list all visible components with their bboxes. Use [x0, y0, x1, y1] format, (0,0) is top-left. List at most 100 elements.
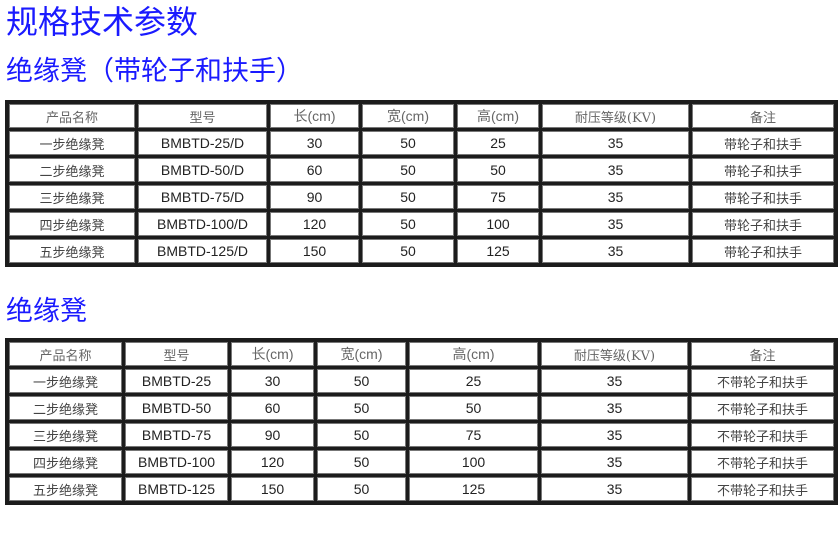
column-header: 备注 — [692, 104, 834, 128]
table-cell: 30 — [231, 369, 314, 393]
spec-table-with-wheels: 产品名称 型号 长(cm) 宽(cm) 高(cm) 耐压等级(KV) 备注 一步绝缘凳 BMBT… — [5, 100, 838, 267]
table-cell: BMBTD-125 — [125, 477, 228, 501]
column-header: 型号 — [138, 104, 267, 128]
table-cell: 75 — [457, 185, 539, 209]
table-cell: 50 — [317, 477, 406, 501]
table-cell: 一步绝缘凳 — [9, 369, 122, 393]
table-cell: 50 — [409, 396, 538, 420]
table-row: 五步绝缘凳 BMBTD-125 150 50 125 35 不带轮子和扶手 — [9, 477, 834, 501]
column-header: 长(cm) — [270, 104, 359, 128]
table-cell: 120 — [270, 212, 359, 236]
table-cell: 二步绝缘凳 — [9, 158, 135, 182]
table-cell: 150 — [270, 239, 359, 263]
table-cell: 120 — [231, 450, 314, 474]
table-cell: 四步绝缘凳 — [9, 212, 135, 236]
table-cell: BMBTD-25/D — [138, 131, 267, 155]
table-cell: 50 — [457, 158, 539, 182]
table-cell: 带轮子和扶手 — [692, 239, 834, 263]
table-cell: 五步绝缘凳 — [9, 477, 122, 501]
section-heading-with-wheels: 绝缘凳（带轮子和扶手） — [6, 56, 303, 87]
table-cell: 三步绝缘凳 — [9, 423, 122, 447]
column-header: 宽(cm) — [317, 342, 406, 366]
table-row: 三步绝缘凳 BMBTD-75 90 50 75 35 不带轮子和扶手 — [9, 423, 834, 447]
table-cell: 35 — [541, 450, 688, 474]
table-cell: BMBTD-50 — [125, 396, 228, 420]
table-cell: 50 — [317, 423, 406, 447]
column-header: 长(cm) — [231, 342, 314, 366]
table-cell: 五步绝缘凳 — [9, 239, 135, 263]
page-title: 规格技术参数 — [6, 3, 199, 41]
table-row: 三步绝缘凳 BMBTD-75/D 90 50 75 35 带轮子和扶手 — [9, 185, 834, 209]
column-header: 产品名称 — [9, 104, 135, 128]
table-cell: BMBTD-25 — [125, 369, 228, 393]
table-cell: 35 — [542, 185, 689, 209]
table-cell: 一步绝缘凳 — [9, 131, 135, 155]
table-cell: 带轮子和扶手 — [692, 158, 834, 182]
table-cell: 不带轮子和扶手 — [691, 396, 834, 420]
table-row: 四步绝缘凳 BMBTD-100 120 50 100 35 不带轮子和扶手 — [9, 450, 834, 474]
table-cell: BMBTD-75 — [125, 423, 228, 447]
table-cell: 50 — [362, 185, 454, 209]
table-cell: 二步绝缘凳 — [9, 396, 122, 420]
table-cell: BMBTD-75/D — [138, 185, 267, 209]
table-cell: 150 — [231, 477, 314, 501]
table-cell: 90 — [270, 185, 359, 209]
column-header: 产品名称 — [9, 342, 122, 366]
table-cell: BMBTD-50/D — [138, 158, 267, 182]
table-cell: 75 — [409, 423, 538, 447]
column-header: 耐压等级(KV) — [541, 342, 688, 366]
table-cell: 35 — [541, 423, 688, 447]
table-cell: BMBTD-100/D — [138, 212, 267, 236]
column-header: 高(cm) — [457, 104, 539, 128]
table-row: 四步绝缘凳 BMBTD-100/D 120 50 100 35 带轮子和扶手 — [9, 212, 834, 236]
table-cell: 35 — [542, 158, 689, 182]
table-cell: 带轮子和扶手 — [692, 185, 834, 209]
table-cell: 35 — [542, 212, 689, 236]
header-row: 产品名称 型号 长(cm) 宽(cm) 高(cm) 耐压等级(KV) 备注 — [9, 342, 834, 366]
table-row: 五步绝缘凳 BMBTD-125/D 150 50 125 35 带轮子和扶手 — [9, 239, 834, 263]
table-cell: 30 — [270, 131, 359, 155]
header-row: 产品名称 型号 长(cm) 宽(cm) 高(cm) 耐压等级(KV) 备注 — [9, 104, 834, 128]
table-cell: 带轮子和扶手 — [692, 131, 834, 155]
table-cell: 50 — [317, 369, 406, 393]
table-cell: 100 — [457, 212, 539, 236]
table-row: 二步绝缘凳 BMBTD-50 60 50 50 35 不带轮子和扶手 — [9, 396, 834, 420]
table-cell: 50 — [362, 158, 454, 182]
column-header: 高(cm) — [409, 342, 538, 366]
table-cell: 带轮子和扶手 — [692, 212, 834, 236]
column-header: 耐压等级(KV) — [542, 104, 689, 128]
spec-table-basic: 产品名称 型号 长(cm) 宽(cm) 高(cm) 耐压等级(KV) 备注 一步绝缘凳 BMBT… — [5, 338, 838, 505]
table-cell: 50 — [362, 239, 454, 263]
table-cell: 不带轮子和扶手 — [691, 369, 834, 393]
table-row: 二步绝缘凳 BMBTD-50/D 60 50 50 35 带轮子和扶手 — [9, 158, 834, 182]
table-row: 一步绝缘凳 BMBTD-25 30 50 25 35 不带轮子和扶手 — [9, 369, 834, 393]
table-cell: 50 — [362, 212, 454, 236]
table-cell: 35 — [541, 477, 688, 501]
section-heading-basic: 绝缘凳 — [6, 296, 87, 327]
table-cell: 60 — [270, 158, 359, 182]
table-row: 一步绝缘凳 BMBTD-25/D 30 50 25 35 带轮子和扶手 — [9, 131, 834, 155]
table-cell: BMBTD-100 — [125, 450, 228, 474]
table-cell: 四步绝缘凳 — [9, 450, 122, 474]
table-cell: 不带轮子和扶手 — [691, 450, 834, 474]
table-cell: BMBTD-125/D — [138, 239, 267, 263]
table-cell: 35 — [542, 239, 689, 263]
table-cell: 125 — [409, 477, 538, 501]
table-cell: 50 — [317, 450, 406, 474]
table-cell: 三步绝缘凳 — [9, 185, 135, 209]
table-cell: 35 — [542, 131, 689, 155]
table-cell: 25 — [409, 369, 538, 393]
table-cell: 50 — [317, 396, 406, 420]
table-cell: 35 — [541, 396, 688, 420]
table-cell: 60 — [231, 396, 314, 420]
column-header: 型号 — [125, 342, 228, 366]
table-cell: 35 — [541, 369, 688, 393]
table-cell: 100 — [409, 450, 538, 474]
table-cell: 125 — [457, 239, 539, 263]
table-cell: 50 — [362, 131, 454, 155]
column-header: 备注 — [691, 342, 834, 366]
table-cell: 不带轮子和扶手 — [691, 423, 834, 447]
column-header: 宽(cm) — [362, 104, 454, 128]
table-cell: 90 — [231, 423, 314, 447]
table-cell: 不带轮子和扶手 — [691, 477, 834, 501]
